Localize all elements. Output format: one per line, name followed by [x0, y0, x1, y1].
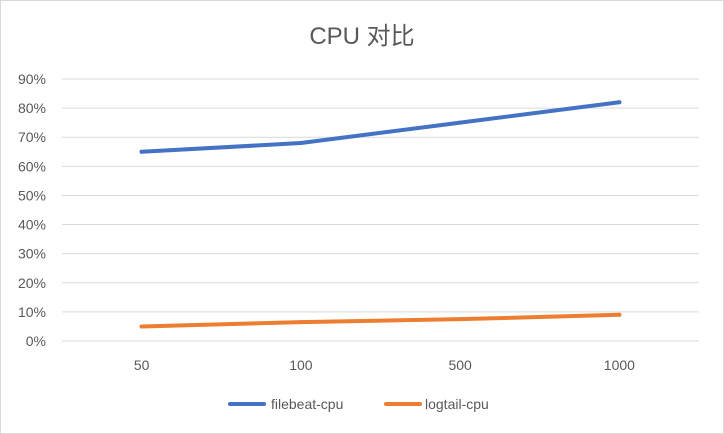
data-point-filebeat-cpu [298, 141, 303, 146]
x-axis-labels: 50 100 500 1000 [134, 357, 635, 373]
data-point-logtail-cpu [298, 320, 303, 325]
y-axis-labels: 0% 10% 20% 30% 40% 50% 60% 70% 80% 90% [18, 71, 46, 349]
y-tick-label: 40% [18, 217, 46, 233]
x-tick-label: 100 [289, 357, 313, 373]
series-lines [139, 100, 622, 329]
y-tick-label: 90% [18, 71, 46, 87]
data-point-filebeat-cpu [617, 100, 622, 105]
y-tick-label: 50% [18, 187, 46, 203]
x-tick-label: 1000 [604, 357, 635, 373]
series-line-logtail-cpu [139, 312, 622, 329]
legend: filebeat-cpu logtail-cpu [228, 396, 489, 412]
y-tick-label: 10% [18, 304, 46, 320]
gridlines [62, 78, 699, 342]
x-tick-label: 500 [448, 357, 472, 373]
x-tick-label: 50 [134, 357, 150, 373]
data-point-filebeat-cpu [139, 149, 144, 154]
y-tick-label: 70% [18, 129, 46, 145]
y-tick-label: 20% [18, 275, 46, 291]
y-tick-label: 0% [26, 333, 46, 349]
data-point-logtail-cpu [139, 324, 144, 329]
legend-label: filebeat-cpu [271, 396, 343, 412]
series-line-filebeat-cpu [139, 100, 622, 154]
y-tick-label: 60% [18, 158, 46, 174]
data-point-logtail-cpu [458, 317, 463, 322]
legend-label: logtail-cpu [425, 396, 489, 412]
chart-title: CPU 对比 [309, 23, 414, 50]
data-point-logtail-cpu [617, 312, 622, 317]
data-point-filebeat-cpu [458, 120, 463, 125]
y-tick-label: 80% [18, 100, 46, 116]
y-tick-label: 30% [18, 246, 46, 262]
